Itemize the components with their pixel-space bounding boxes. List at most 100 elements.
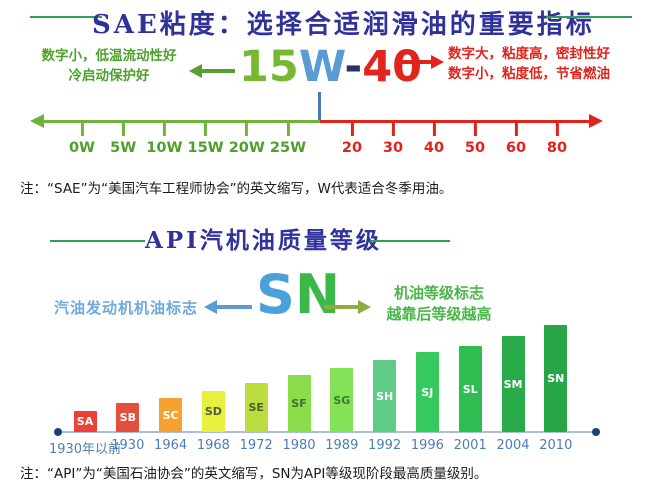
tick-mark [286, 123, 290, 136]
grade-bar-sg: SG [330, 368, 354, 432]
summer-grade-40: 40 [424, 123, 444, 156]
timeline-start-dot [54, 428, 62, 436]
grade-bar-sf: SF [287, 375, 311, 432]
grade-bar-label: SJ [421, 385, 434, 399]
grade-bar-label: SG [333, 393, 351, 407]
api-title-rule-right [370, 240, 450, 242]
grade-bar-sn: SN [544, 325, 568, 432]
tick-label: 20W [228, 140, 265, 156]
summer-grade-30: 30 [383, 123, 403, 156]
api-code-s: S [256, 263, 295, 326]
sae-title-rule-left [30, 16, 102, 18]
winter-grade-25W: 25W [270, 123, 306, 156]
summer-grade-80: 80 [547, 123, 567, 156]
code-dash: - [344, 42, 363, 92]
oil-grade-mark-line2: 越靠后等级越高 [386, 305, 492, 323]
tick-mark [245, 123, 249, 136]
year-label-2004: 2004 [496, 438, 530, 453]
tick-label: 20 [341, 140, 363, 156]
tick-label: 10W [146, 140, 183, 156]
grade-bar-sl: SL [458, 346, 482, 432]
arrow-left-blue-shaft [216, 305, 252, 309]
grade-bar-label: SN [547, 372, 565, 385]
sae-summer-benefit-note: 数字大，粘度高，密封性好 数字小，粘度低，节省燃油 [448, 44, 643, 84]
winter-grade-5W: 5W [110, 123, 136, 156]
api-grade-code: SN [256, 268, 340, 322]
tick-mark [204, 123, 208, 136]
year-label-1972: 1972 [239, 438, 273, 453]
tick-mark [80, 123, 84, 136]
summer-grade-20: 20 [342, 123, 362, 156]
grade-bar-label: SC [162, 408, 179, 422]
tick-mark [432, 123, 436, 136]
year-label-2001: 2001 [453, 438, 487, 453]
grade-bar-label: SB [119, 411, 136, 424]
sae-section-title: SAE粘度：选择合适润滑油的重要指标 [92, 10, 595, 40]
summer-grade-50: 50 [465, 123, 485, 156]
api-code-n: N [294, 263, 341, 326]
year-label-2010: 2010 [539, 438, 573, 453]
sae-winter-benefit-line2: 冷启动保护好 [68, 68, 150, 84]
code-to-axis-connector [318, 92, 321, 121]
winter-grade-0W: 0W [69, 123, 95, 156]
year-label-1968: 1968 [196, 438, 230, 453]
grade-bar-label: SD [204, 405, 222, 418]
grade-bar-label: SE [248, 401, 264, 414]
tick-mark [555, 123, 559, 136]
grade-bar-se: SE [244, 383, 268, 432]
winter-grade-15W: 15W [188, 123, 224, 156]
arrow-right-olive-icon [358, 300, 371, 314]
gasoline-engine-oil-mark-label: 汽油发动机机油标志 [54, 299, 199, 317]
grade-bar-label: SM [503, 377, 523, 391]
sae-winter-benefit-note: 数字小，低温流动性好 冷启动保护好 [25, 46, 193, 86]
tick-label: 30 [382, 140, 404, 156]
tick-label: 40 [423, 140, 445, 156]
winter-w: W [298, 42, 345, 92]
year-label-1930: 1930 [111, 438, 145, 453]
sae-footnote: 注：“SAE”为“美国汽车工程师协会”的英文缩写，W代表适合冬季用油。 [20, 181, 453, 197]
viscosity-grade-code: 15W-40 [239, 42, 422, 92]
tick-mark [162, 123, 166, 136]
arrow-right-olive-shaft [324, 305, 358, 309]
winter-number: 15 [239, 42, 299, 92]
timeline-axis [58, 431, 596, 433]
winter-grade-axis [42, 120, 320, 123]
grade-bar-label: SF [291, 397, 307, 410]
winter-grade-10W: 10W [146, 123, 182, 156]
tick-label: 0W [68, 140, 96, 156]
arrow-left-green-icon [189, 64, 202, 78]
arrow-right-red-shaft [402, 60, 431, 64]
tick-mark [514, 123, 518, 136]
api-section-title: API汽机油质量等级 [145, 227, 382, 254]
timeline-end-dot [592, 428, 600, 436]
arrow-left-blue-icon [204, 300, 217, 314]
summer-number: 40 [362, 42, 423, 92]
arrow-left-green-shaft [201, 69, 235, 73]
api-footnote: 注：“API”为“美国石油协会”的英文缩写，SN为API等级现阶段最高质量级别。 [20, 466, 488, 482]
tick-mark [350, 123, 354, 136]
sae-summer-benefit-line2: 数字小，粘度低，节省燃油 [448, 66, 610, 82]
year-label-1989: 1989 [325, 438, 359, 453]
grade-bar-sj: SJ [415, 352, 439, 432]
sae-title-rule-right [546, 16, 632, 18]
api-title-rule-left [50, 240, 145, 242]
tick-label: 50 [464, 140, 486, 156]
year-label-1996: 1996 [410, 438, 444, 453]
summer-grade-60: 60 [506, 123, 526, 156]
summer-grade-axis [320, 120, 590, 123]
grade-bar-sa: SA [73, 411, 97, 432]
summer-axis-arrowhead-icon [589, 114, 603, 128]
grade-bar-label: SL [462, 382, 478, 396]
year-label-1964: 1964 [154, 438, 188, 453]
tick-label: 80 [546, 140, 568, 156]
sae-winter-benefit-line1: 数字小，低温流动性好 [41, 48, 177, 64]
year-label-1992: 1992 [368, 438, 402, 453]
grade-bar-sd: SD [201, 391, 225, 432]
grade-bar-sh: SH [373, 360, 397, 432]
grade-bar-sm: SM [501, 336, 525, 432]
winter-axis-arrowhead-icon [30, 114, 44, 128]
tick-mark [121, 123, 125, 136]
grade-bar-label: SA [76, 415, 94, 428]
grade-bar-sb: SB [116, 403, 140, 432]
